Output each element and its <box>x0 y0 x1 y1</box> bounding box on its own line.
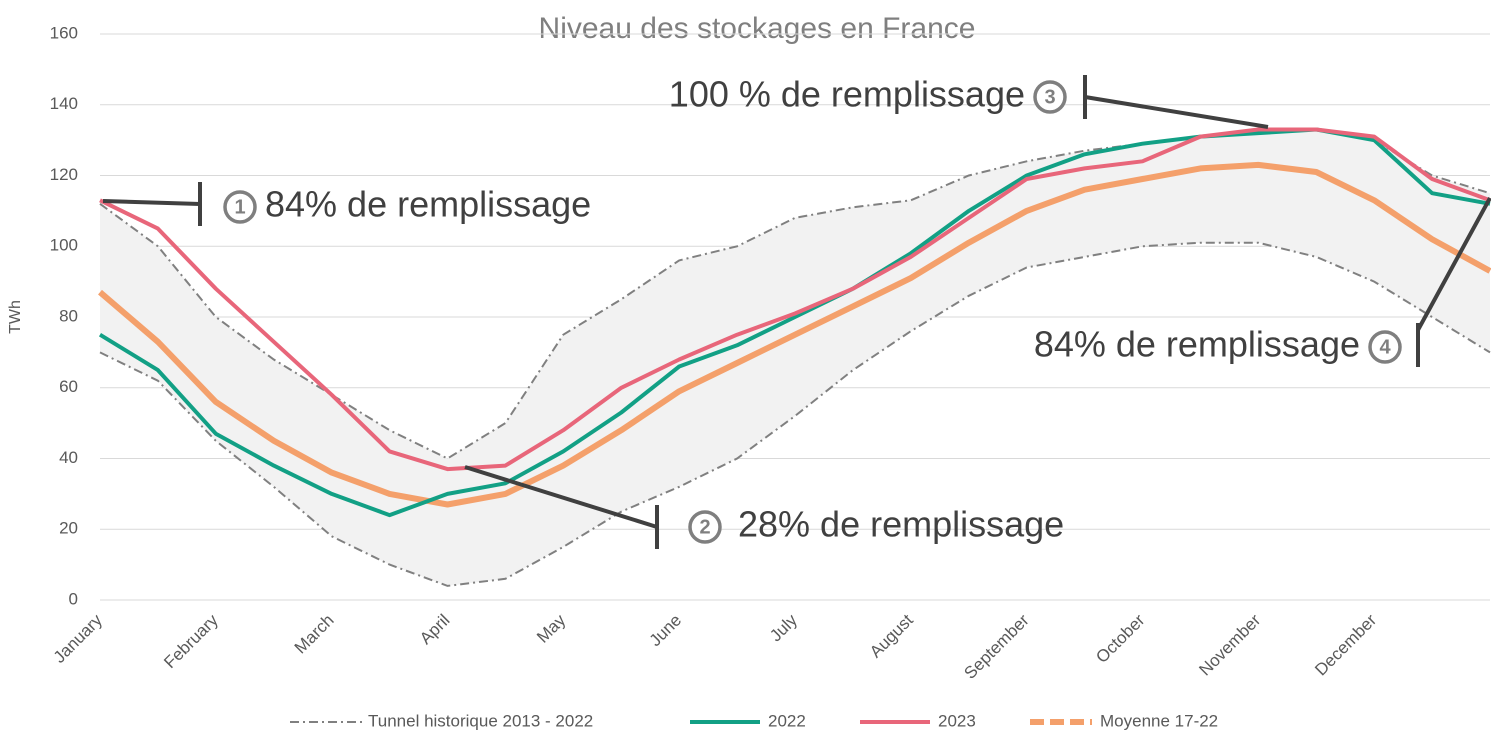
leader-line <box>1084 95 1269 129</box>
y-tick-label: 160 <box>50 23 78 42</box>
chart-title: Niveau des stockages en France <box>539 12 976 45</box>
annotation-text: 100 % de remplissage <box>669 74 1025 115</box>
band-lower <box>99 241 1491 587</box>
x-tick-label: March <box>291 611 338 658</box>
annotation-badge <box>1368 330 1402 364</box>
legend-label: 2023 <box>938 711 976 730</box>
x-tick-label: October <box>1092 610 1148 666</box>
line-series <box>98 127 1491 518</box>
legend-label: 2022 <box>768 711 806 730</box>
x-tick-label: May <box>533 610 569 646</box>
annotation-badge <box>1033 80 1067 114</box>
x-tick-label: June <box>646 611 686 651</box>
y-tick-label: 0 <box>69 589 78 608</box>
x-tick-label: November <box>1195 610 1264 679</box>
leader-line <box>102 199 201 206</box>
y-tick-label: 40 <box>59 448 78 467</box>
annotation-badge <box>223 190 257 224</box>
annotation-number: 4 <box>1379 336 1391 358</box>
annotation-number: 3 <box>1044 86 1055 108</box>
legend-label: Moyenne 17-22 <box>1100 711 1218 730</box>
y-tick-label: 140 <box>50 94 78 113</box>
x-tick-label: February <box>160 610 222 672</box>
leader-line <box>1416 197 1491 331</box>
annotation-number: 1 <box>234 196 245 218</box>
y-axis-label: TWh <box>7 300 24 334</box>
leader-line <box>464 465 658 529</box>
x-tick-label: December <box>1311 610 1380 679</box>
x-tick-label: September <box>960 610 1032 682</box>
y-tick-label: 80 <box>59 306 78 325</box>
legend-label: Tunnel historique 2013 - 2022 <box>368 711 593 730</box>
y-tick-label: 20 <box>59 519 78 538</box>
annotation-badge <box>688 510 722 544</box>
annotation-number: 2 <box>699 516 710 538</box>
y-tick-label: 120 <box>50 165 78 184</box>
line-series <box>98 161 1491 508</box>
x-tick-label: April <box>416 611 453 648</box>
line-series <box>99 127 1491 472</box>
y-tick-label: 100 <box>50 236 78 255</box>
x-tick-label: January <box>50 610 107 667</box>
x-tick-label: August <box>866 610 917 661</box>
annotation-text: 84% de remplissage <box>265 184 591 225</box>
x-tick-label: July <box>766 610 801 645</box>
annotation-text: 28% de remplissage <box>738 504 1064 545</box>
annotation-text: 84% de remplissage <box>1034 324 1360 365</box>
band-area <box>100 129 1490 586</box>
y-tick-label: 60 <box>59 377 78 396</box>
